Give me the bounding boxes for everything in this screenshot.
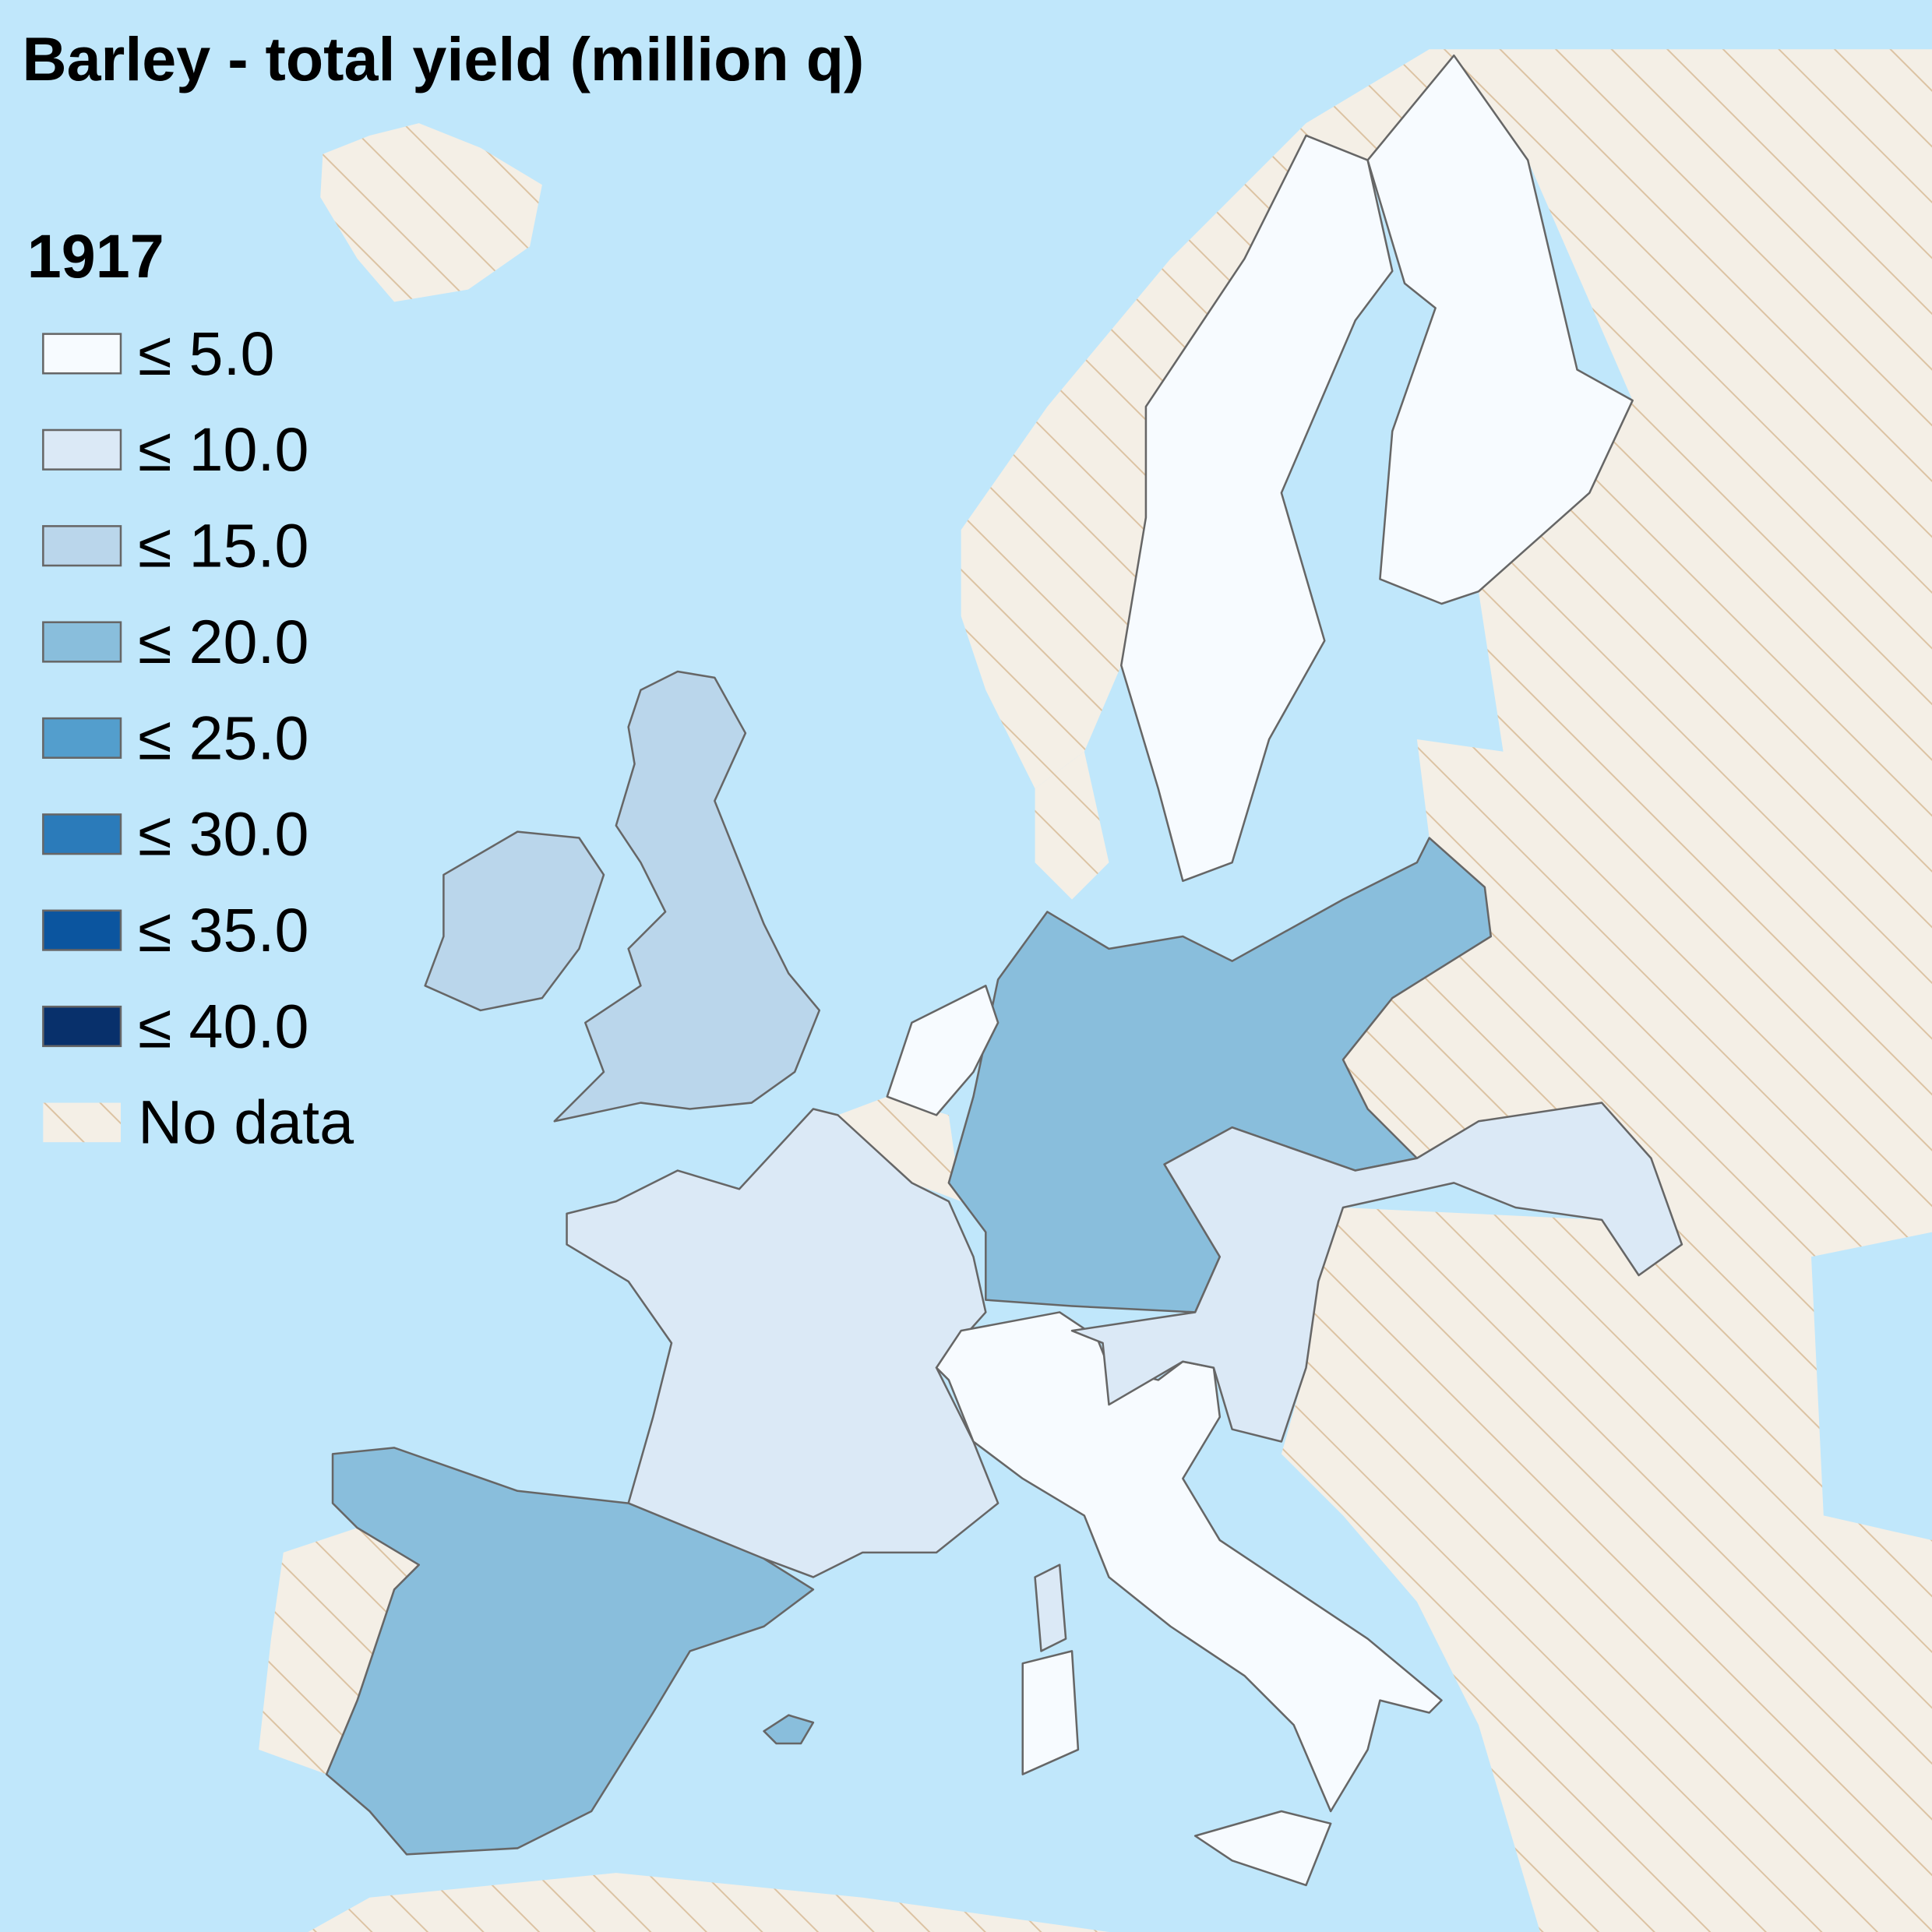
title: Barley - total yield (million q)	[22, 24, 864, 93]
eastern-europe	[961, 49, 1932, 1932]
ireland	[424, 830, 605, 1012]
finland	[1366, 54, 1634, 605]
great-britain	[553, 670, 821, 1123]
legend-label: ≤ 35.0	[138, 895, 308, 964]
legend-label: ≤ 25.0	[138, 703, 308, 772]
sicily	[1193, 1810, 1332, 1887]
spain	[325, 1447, 815, 1856]
gulf-of-bothnia	[1281, 308, 1436, 641]
sardinia	[1021, 1650, 1080, 1775]
regions	[325, 54, 1683, 1887]
legend-swatch	[42, 1005, 122, 1048]
italy	[935, 1311, 1443, 1813]
legend-swatch	[42, 717, 122, 759]
legend-label: ≤ 30.0	[138, 799, 308, 869]
belgium	[837, 1096, 961, 1202]
sweden	[1120, 134, 1394, 883]
legend-swatch	[42, 813, 122, 855]
legend: ≤ 5.0 ≤ 10.0 ≤ 15.0 ≤ 20.0 ≤ 25.0 ≤ 30.0 ≤ 35.…	[42, 319, 354, 1157]
north-africa	[308, 1873, 1109, 1932]
no-data-land	[259, 49, 1932, 1932]
iceland	[320, 123, 542, 302]
legend-label: ≤ 5.0	[138, 319, 274, 388]
legend-swatch	[43, 1102, 121, 1143]
portugal	[259, 1528, 419, 1775]
legend-label: ≤ 15.0	[138, 511, 308, 580]
legend-label: ≤ 40.0	[138, 991, 308, 1060]
legend-label: ≤ 10.0	[138, 414, 308, 484]
legend-swatch	[42, 333, 122, 375]
legend-swatch	[42, 909, 122, 951]
legend-label: No data	[138, 1088, 354, 1157]
corsica	[1034, 1564, 1067, 1652]
legend-swatch	[42, 428, 122, 471]
legend-swatch	[42, 525, 122, 567]
legend-year: 1917	[27, 221, 164, 291]
netherlands	[886, 985, 999, 1116]
denmark	[1035, 751, 1109, 900]
balearic	[763, 1714, 815, 1745]
austria-hungary	[1070, 1102, 1683, 1443]
germany	[947, 837, 1493, 1313]
legend-label: ≤ 20.0	[138, 607, 308, 676]
legend-swatch	[42, 621, 122, 663]
france	[566, 1108, 999, 1578]
